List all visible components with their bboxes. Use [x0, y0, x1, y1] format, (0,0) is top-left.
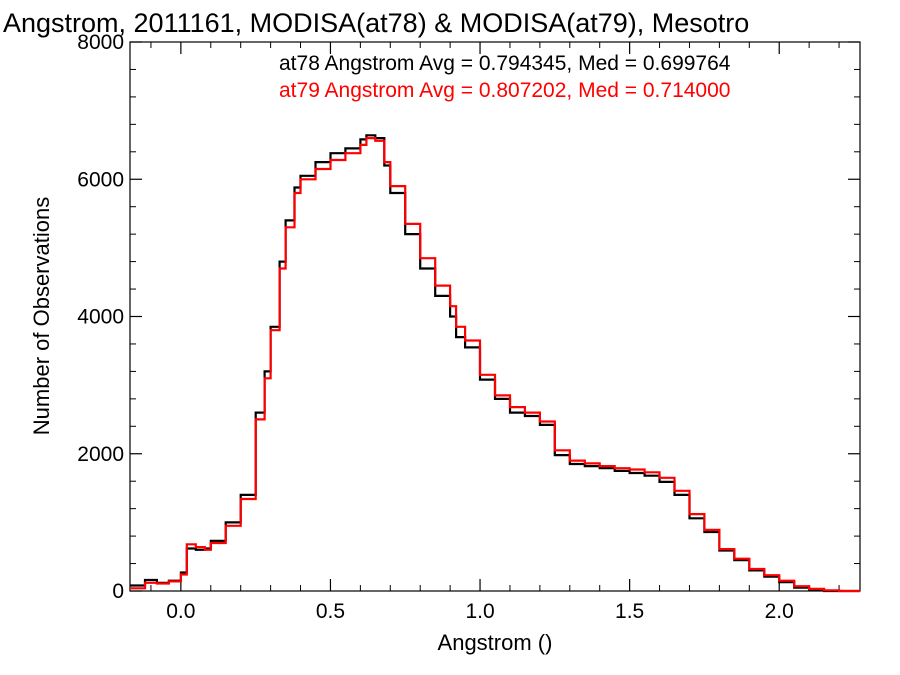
x-tick-label: 0.5 — [316, 600, 345, 623]
y-tick-label: 2000 — [77, 443, 124, 466]
x-tick-label: 1.0 — [465, 600, 494, 623]
x-tick-label: 1.5 — [615, 600, 644, 623]
plot-area-frame — [129, 41, 861, 592]
y-axis-label: Number of Observations — [29, 197, 54, 435]
x-axis-label: Angstrom () — [438, 630, 553, 655]
series-line-0 — [130, 134, 860, 593]
y-tick-label: 0 — [112, 580, 124, 603]
axis-ticks — [130, 41, 860, 592]
x-tick-label: 0.0 — [166, 600, 195, 623]
legend-entry-at79: at79 Angstrom Avg = 0.807202, Med = 0.71… — [279, 79, 730, 102]
y-tick-label: 6000 — [77, 168, 124, 191]
x-tick-label: 2.0 — [765, 600, 794, 623]
y-tick-label: 8000 — [77, 31, 124, 54]
series-group — [130, 134, 860, 593]
tick-labels: 0 2000 4000 6000 8000 0.0 0.5 1.0 1.5 2.0 — [77, 31, 794, 623]
series-line-1 — [130, 137, 860, 593]
legend-entry-at78: at78 Angstrom Avg = 0.794345, Med = 0.69… — [279, 52, 731, 75]
chart-title: Angstrom, 2011161, MODISA(at78) & MODISA… — [3, 8, 749, 38]
y-tick-label: 4000 — [77, 306, 124, 329]
